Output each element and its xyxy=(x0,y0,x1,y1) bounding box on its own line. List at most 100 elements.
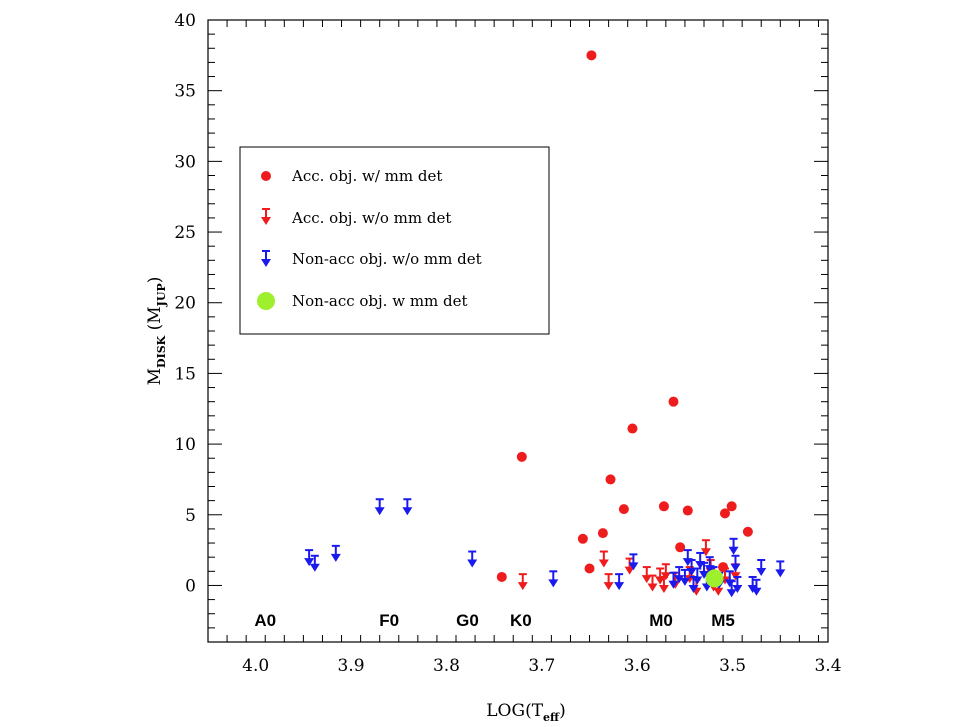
upper-limit-point xyxy=(775,560,786,578)
upper-limit-arrowhead xyxy=(374,507,385,516)
upper-limit-arrowhead xyxy=(730,563,741,572)
detection-point xyxy=(597,528,608,539)
upper-limit-point xyxy=(374,498,385,516)
upper-limit-point xyxy=(624,557,635,575)
upper-limit-arrowhead xyxy=(686,568,697,577)
upper-limit-arrowhead xyxy=(679,577,690,586)
y-axis-label-sub2: JUP xyxy=(155,283,168,307)
upper-limit-point xyxy=(726,580,737,598)
upper-limit-point xyxy=(647,574,658,592)
legend: Acc. obj. w/ mm det Acc. obj. w/o mm det… xyxy=(239,146,550,335)
spectral-type-label: A0 xyxy=(254,611,276,630)
y-tick-label: 15 xyxy=(174,364,196,384)
detection-point xyxy=(516,451,527,462)
upper-limit-point xyxy=(614,573,625,591)
legend-label-acc-det: Acc. obj. w/ mm det xyxy=(291,167,442,185)
upper-limit-point xyxy=(751,578,762,596)
y-axis-label-mid: (M xyxy=(145,306,165,335)
upper-limit-arrowhead xyxy=(467,559,478,568)
upper-limit-point xyxy=(598,550,609,568)
legend-marker-arrow xyxy=(261,208,271,225)
y-axis-label: MDISK (MJUP) xyxy=(145,277,168,386)
spectral-type-label: M5 xyxy=(711,611,735,630)
y-axis-label-sub1: DISK xyxy=(155,335,168,368)
upper-limit-point xyxy=(517,573,528,591)
y-tick-label: 20 xyxy=(174,294,196,314)
detection-point xyxy=(618,504,629,515)
upper-limit-arrowhead xyxy=(261,259,271,267)
upper-limit-point xyxy=(402,498,413,516)
upper-limit-arrowhead xyxy=(655,576,666,585)
upper-limit-point xyxy=(728,537,739,555)
upper-limit-point xyxy=(641,566,652,584)
upper-limit-arrowhead xyxy=(304,558,315,567)
upper-limit-point xyxy=(330,544,341,562)
detection-point xyxy=(577,533,588,544)
upper-limit-arrowhead xyxy=(751,587,762,596)
x-axis-label-close: ) xyxy=(559,701,566,721)
upper-limit-arrowhead xyxy=(660,572,671,581)
detection-point xyxy=(668,396,679,407)
upper-limit-arrowhead xyxy=(732,584,743,593)
legend-box xyxy=(239,146,550,335)
detection-point-large xyxy=(705,569,724,588)
detection-point xyxy=(496,571,507,582)
upper-limit-point xyxy=(655,567,666,585)
y-tick-label: 35 xyxy=(174,82,196,102)
y-tick-label: 40 xyxy=(174,11,196,31)
upper-limit-point xyxy=(603,573,614,591)
x-tick-label: 3.5 xyxy=(719,656,746,676)
x-axis-label-sub: eff xyxy=(543,711,560,724)
upper-limit-arrowhead xyxy=(628,562,639,571)
plot-frame xyxy=(207,19,829,643)
series-non-acc-obj-w-mm-det xyxy=(705,569,724,588)
upper-limit-arrowhead xyxy=(624,566,635,575)
spectral-type-label: M0 xyxy=(649,611,673,630)
upper-limit-arrowhead xyxy=(402,507,413,516)
upper-limit-point xyxy=(679,568,690,586)
upper-limit-arrowhead xyxy=(517,582,528,591)
upper-limit-point xyxy=(730,554,741,572)
legend-label-acc-nodet: Acc. obj. w/o mm det xyxy=(291,209,451,227)
detection-point xyxy=(627,423,638,434)
upper-limit-point xyxy=(668,571,679,589)
upper-limit-arrowhead xyxy=(548,579,559,588)
upper-limit-arrowhead xyxy=(261,217,271,225)
upper-limit-arrowhead xyxy=(728,546,739,555)
upper-limit-arrowhead xyxy=(674,575,685,584)
detection-point xyxy=(605,474,616,485)
legend-label-nonacc-nodet: Non-acc obj. w/o mm det xyxy=(292,250,482,268)
upper-limit-point xyxy=(686,559,697,577)
detection-point xyxy=(584,563,595,574)
legend-marker-big-dot xyxy=(257,292,275,310)
upper-limit-arrowhead xyxy=(330,553,341,562)
upper-limit-arrowhead xyxy=(309,563,320,572)
detection-point xyxy=(675,542,686,553)
y-tick-label: 0 xyxy=(185,576,196,596)
legend-marker-arrow xyxy=(261,250,271,267)
legend-marker-dot xyxy=(261,171,271,181)
spectral-type-label: K0 xyxy=(510,611,532,630)
upper-limit-arrowhead xyxy=(700,548,711,557)
data-points xyxy=(304,50,786,598)
y-tick-label: 30 xyxy=(174,152,196,172)
x-tick-label: 3.7 xyxy=(528,656,555,676)
x-tick-label: 4.0 xyxy=(242,656,269,676)
upper-limit-arrowhead xyxy=(647,583,658,592)
upper-limit-point xyxy=(732,575,743,593)
detection-point xyxy=(658,501,669,512)
detection-point xyxy=(586,50,597,61)
upper-limit-point xyxy=(628,553,639,571)
upper-limit-point xyxy=(700,539,711,557)
upper-limit-arrowhead xyxy=(641,575,652,584)
x-tick-label: 3.9 xyxy=(338,656,365,676)
upper-limit-point xyxy=(756,559,767,577)
upper-limit-point xyxy=(548,570,559,588)
y-axis-label-base: M xyxy=(145,368,165,385)
upper-limit-arrowhead xyxy=(658,584,669,593)
upper-limit-point xyxy=(467,550,478,568)
upper-limit-arrowhead xyxy=(726,589,737,598)
upper-limit-arrowhead xyxy=(713,587,724,596)
upper-limit-point xyxy=(660,563,671,581)
